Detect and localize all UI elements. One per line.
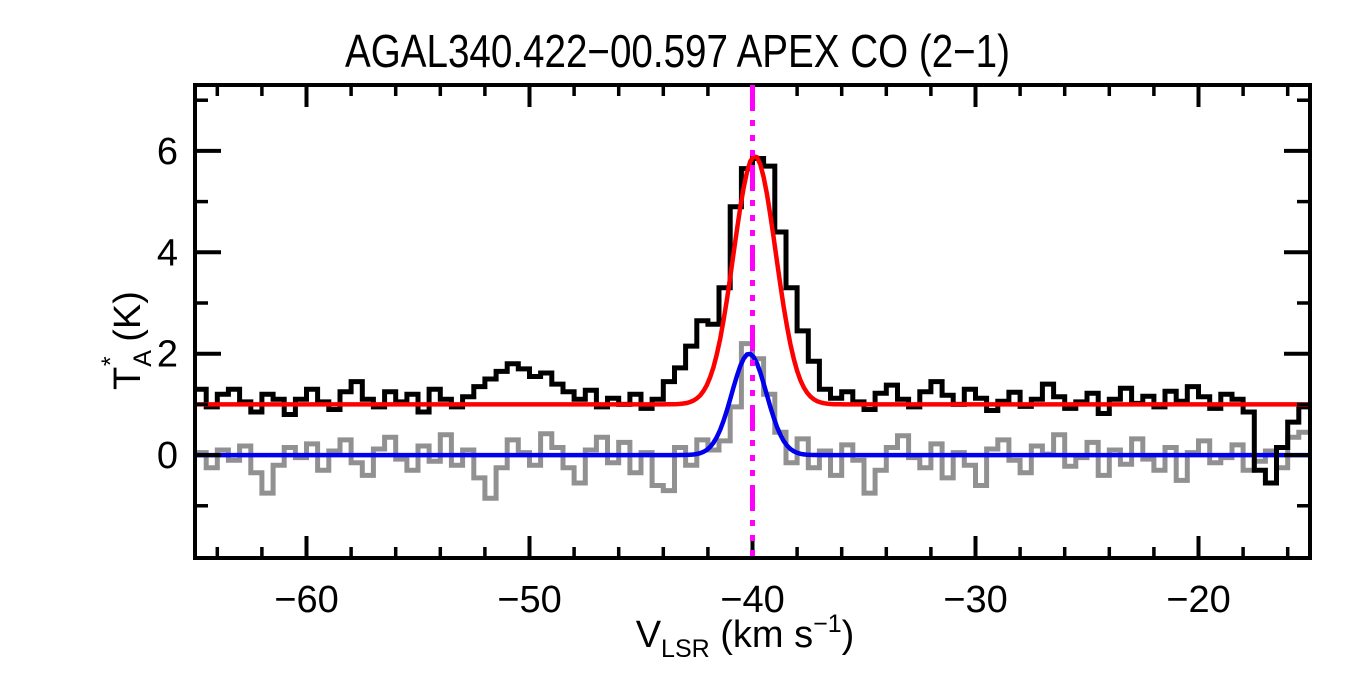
- y-axis-label-sup: *: [97, 356, 125, 366]
- x-axis-label-end: ): [842, 614, 855, 656]
- offset-spectrum-path: [195, 341, 1310, 501]
- y-tick-label: 2: [157, 334, 178, 376]
- x-axis-label-sub: LSR: [661, 635, 710, 663]
- x-axis-label-mid: (km s: [710, 614, 813, 656]
- gaussian-fit-main-path: [195, 153, 1309, 407]
- x-axis-label-main: V: [636, 614, 662, 656]
- y-tick-label: 6: [157, 131, 178, 173]
- gaussian-fit-offset-path: [195, 351, 1309, 458]
- y-axis-label-unit: (K): [107, 291, 149, 352]
- plot-data-layer: [195, 153, 1310, 501]
- y-axis-label: TA * (K): [97, 291, 157, 390]
- x-tick-label: −30: [943, 579, 1007, 621]
- plot-title: AGAL340.422−00.597 APEX CO (2−1): [345, 25, 1010, 77]
- x-tick-label: −60: [274, 579, 338, 621]
- x-tick-label: −20: [1166, 579, 1230, 621]
- y-axis-label-main: T: [107, 367, 149, 390]
- y-axis-label-sub: A: [129, 350, 157, 367]
- y-tick-label: 0: [157, 435, 178, 477]
- x-tick-label: −50: [497, 579, 561, 621]
- x-axis-label: VLSR (km s−1): [636, 610, 855, 663]
- y-tick-label: 4: [157, 232, 178, 274]
- plot-ticklabels-layer: −60 −50 −40 −30 −20 0 2 4 6: [157, 131, 1231, 621]
- x-axis-label-sup: −1: [813, 610, 842, 638]
- x-tick-label: −40: [720, 579, 784, 621]
- observed-spectrum-path: [195, 156, 1310, 486]
